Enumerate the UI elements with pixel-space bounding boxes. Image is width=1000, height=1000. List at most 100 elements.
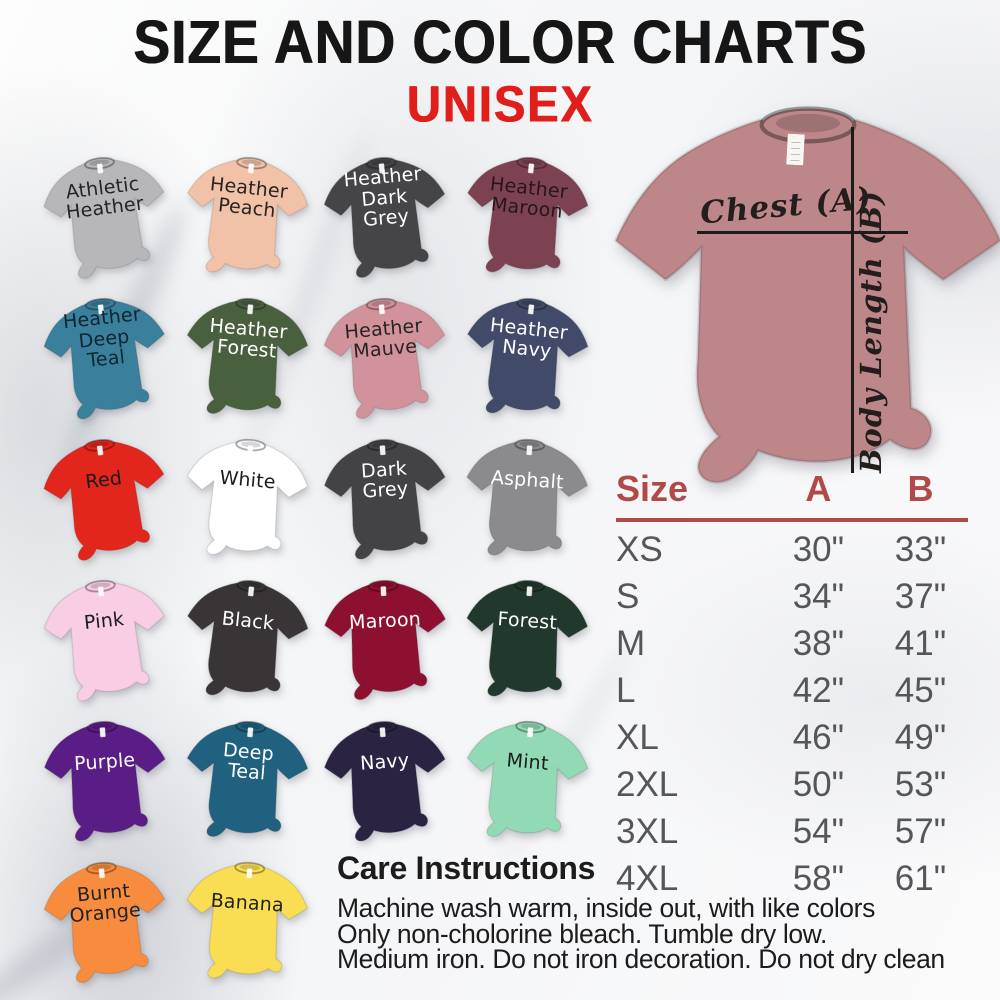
care-instructions-line: Medium iron. Do not iron decoration. Do … (337, 944, 945, 974)
tshirt-icon (43, 156, 165, 279)
size-table-cell: 50" (792, 765, 845, 804)
size-table-cell: XS (616, 530, 663, 569)
neck-tag-icon (378, 304, 385, 315)
tshirt-icon (186, 720, 309, 838)
color-swatch-shirt: Black (169, 562, 323, 717)
color-swatch-shirt: Deep Teal (170, 704, 322, 857)
tshirt-icon (466, 438, 589, 556)
tshirt-icon (323, 720, 446, 842)
size-table-cell: 33" (894, 530, 947, 569)
color-swatch-shirt: Asphalt (451, 423, 600, 573)
size-table-row: S 34" 37" (616, 574, 968, 621)
neck-tag-icon (247, 163, 255, 174)
neck-tag-icon (247, 586, 255, 597)
size-table-cell: 58" (792, 859, 845, 898)
size-table-cell: 54" (792, 812, 845, 851)
color-swatch-shirt: Purple (31, 705, 180, 855)
tshirt-icon (43, 861, 166, 983)
tshirt-icon (323, 438, 446, 560)
body-length-measure-line (851, 127, 854, 473)
color-swatch-shirt: Pink (29, 562, 183, 717)
color-swatch-shirt: Mint (450, 704, 602, 857)
tshirt-icon (186, 438, 309, 556)
size-table-cell: M (616, 624, 646, 663)
color-swatch-shirt: Banana (171, 846, 320, 996)
tshirt-icon (323, 297, 446, 419)
neck-tag-icon (380, 586, 387, 597)
size-table-cell: L (616, 671, 636, 710)
care-instructions-heading: Care Instructions (337, 850, 596, 886)
neck-tag-icon (526, 445, 533, 456)
size-table-row: L 42" 45" (616, 668, 968, 715)
neck-tag-icon (379, 445, 386, 456)
tshirt-icon (467, 297, 589, 414)
care-instructions-line: Only non-cholorine bleach. Tumble dry lo… (337, 918, 827, 949)
care-instructions: Care Instructions Machine wash warm, ins… (337, 850, 997, 973)
size-table-row: XL 46" 49" (616, 715, 968, 762)
tshirt-icon (187, 156, 309, 273)
tshirt-icon (186, 297, 309, 415)
color-swatch-shirt: Burnt Orange (30, 845, 182, 998)
color-swatch-shirt: Forest (451, 564, 600, 714)
color-swatch-shirt: Heather Navy (449, 280, 603, 435)
size-table-cell: 45" (894, 671, 947, 710)
size-table-cell: 2XL (616, 765, 679, 804)
tshirt-icon (467, 156, 589, 273)
color-swatch-shirt: Heather Peach (169, 139, 323, 294)
tshirt-icon (43, 438, 165, 561)
size-table-row: 4XL 58" 61" (616, 856, 968, 903)
size-table-cell: 49" (894, 718, 947, 757)
color-swatch-shirt: Heather Deep Teal (29, 280, 183, 435)
neck-tag-icon (96, 163, 104, 174)
neck-tag-icon (247, 304, 254, 315)
size-table-cell: 30" (792, 530, 845, 569)
tshirt-icon (323, 156, 446, 278)
size-table-row: M 38" 41" (616, 621, 968, 668)
neck-tag-icon (97, 304, 105, 315)
neck-tag-icon (98, 868, 105, 879)
neck-tag-icon (379, 727, 386, 738)
color-swatch-shirt: White (170, 422, 322, 575)
color-swatch-shirt: Heather Dark Grey (310, 140, 462, 293)
size-table-cell: 3XL (616, 812, 679, 851)
tshirt-icon (186, 861, 309, 979)
neck-tag-icon (247, 445, 254, 456)
size-table-body: XS 30" 33" S 34" 37" M 38" 41" L 42" 45" XL 46" 49" 2XL… (616, 520, 968, 903)
size-table-cell: 61" (894, 859, 947, 898)
neck-tag-icon (246, 868, 253, 879)
size-table-cell: S (616, 577, 640, 616)
neck-tag-icon (527, 727, 534, 738)
color-swatch-shirt: Athletic Heather (28, 138, 184, 295)
size-table-cell: XL (616, 718, 659, 757)
tshirt-icon (466, 579, 589, 697)
chest-measure-line (697, 231, 908, 234)
neck-tag-icon (97, 586, 105, 597)
color-swatch-shirt: Red (28, 420, 184, 577)
color-swatch-shirt: Heather Maroon (449, 139, 603, 294)
size-table: Size A B XS 30" 33" S 34" 37" M 38" 41" L 42" 45" XL… (616, 468, 968, 903)
size-table-cell: 46" (792, 718, 845, 757)
neck-tag-icon (96, 445, 104, 456)
size-table-row: 2XL 50" 53" (616, 762, 968, 809)
neck-tag-icon (526, 586, 533, 597)
neck-tag-icon (527, 304, 535, 315)
color-chart-grid: Athletic Heather Heather Peach Heather D… (36, 146, 596, 992)
color-swatch-shirt: Heather Mauve (310, 281, 462, 434)
size-table-cell: 4XL (616, 859, 679, 898)
tshirt-icon (43, 297, 165, 420)
size-table-cell: 37" (894, 577, 947, 616)
size-table-row: XS 30" 33" (616, 520, 968, 574)
color-swatch-shirt: Maroon (312, 565, 459, 713)
neck-tag-icon (527, 163, 535, 174)
size-table-cell: 42" (792, 671, 845, 710)
size-table-cell: 38" (792, 624, 845, 663)
body-length-label: Body Length (B) (854, 190, 888, 474)
size-table-header-a: A (763, 468, 873, 522)
page-subtitle: UNISEX (406, 75, 594, 133)
tshirt-icon (466, 720, 589, 838)
neck-tag (786, 133, 805, 166)
neck-tag-icon (99, 727, 106, 738)
page-title: SIZE AND COLOR CHARTS (133, 7, 867, 77)
tshirt-icon (43, 579, 165, 702)
